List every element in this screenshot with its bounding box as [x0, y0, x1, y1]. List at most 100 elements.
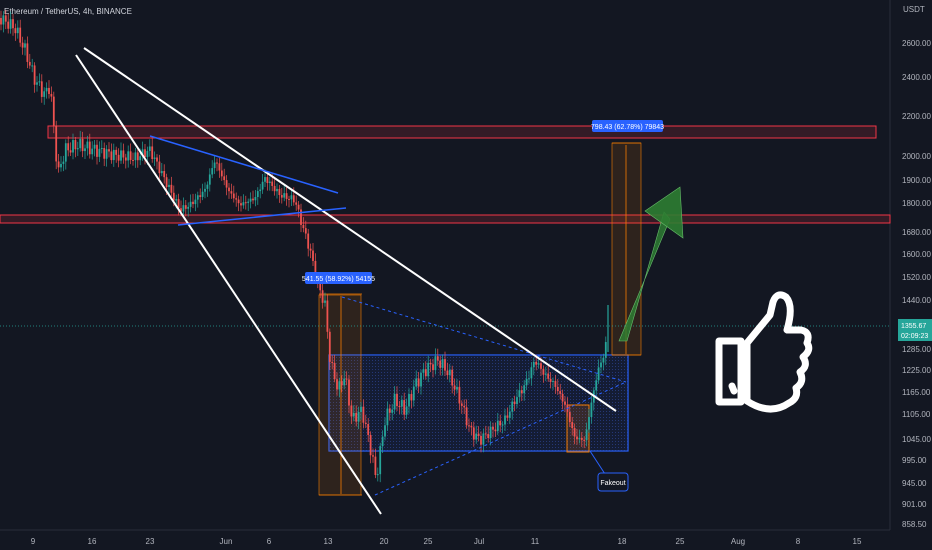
candle-body: [340, 381, 343, 386]
candle-body: [156, 157, 158, 162]
candle-body: [28, 61, 31, 66]
candle-body: [475, 433, 478, 440]
candle-body: [448, 369, 451, 376]
candle-body: [0, 18, 2, 25]
price-tick-label: 1900.00: [902, 176, 931, 185]
candle-body: [86, 141, 89, 149]
candle-body: [523, 385, 526, 394]
price-axis[interactable]: 2600.00 2400.00 2200.00 2000.00 1900.00 1800.…: [902, 39, 931, 529]
time-tick-label: 25: [424, 537, 433, 546]
pennant-lower-line: [177, 207, 347, 226]
candle-body: [115, 149, 118, 155]
resistance-zone-upper: [47, 125, 877, 139]
candle-body: [561, 393, 564, 402]
candle-body: [184, 205, 187, 209]
candle-body: [400, 400, 403, 407]
chart-symbol-title: Ethereum / TetherUS, 4h, BINANCE: [4, 7, 132, 16]
candle-body: [266, 177, 269, 184]
candle-body: [36, 82, 38, 85]
candle-body: [468, 425, 470, 427]
candle-body: [568, 412, 571, 423]
candle-body: [304, 228, 307, 234]
candle-body: [204, 188, 206, 192]
candle-body: [456, 386, 458, 390]
candle-body: [424, 369, 427, 377]
candle-body: [124, 157, 127, 161]
candle-body: [583, 439, 586, 441]
candle-body: [374, 456, 377, 475]
candle-body: [175, 199, 178, 201]
candle-body: [600, 362, 602, 368]
candle-body: [436, 356, 439, 361]
candle-body: [597, 367, 600, 381]
candle-body: [4, 15, 7, 22]
candle-body: [98, 148, 101, 157]
candle-body: [165, 177, 168, 188]
candle-body: [120, 150, 122, 161]
time-tick-label: Aug: [731, 537, 745, 546]
measure-left-box: [318, 294, 362, 496]
candle-body: [218, 163, 221, 171]
candle-body: [465, 407, 468, 426]
candle-body: [477, 433, 480, 436]
candle-body: [489, 426, 492, 439]
last-price-badge: 1355.67 02:09:23: [898, 319, 932, 341]
candle-body: [196, 195, 199, 200]
price-tick-label: 1045.00: [902, 435, 931, 444]
candle-body: [134, 152, 137, 161]
candle-body: [127, 151, 130, 161]
candle-body: [144, 149, 146, 158]
candle-body: [556, 386, 559, 392]
candle-body: [232, 193, 235, 199]
candle-body: [2, 15, 5, 25]
candle-body: [182, 205, 185, 212]
candle-body: [285, 193, 288, 199]
candle-body: [268, 181, 271, 184]
time-axis[interactable]: 9 16 23 Jun 6 13 20 25 Jul 11 18 25 Aug 8 15: [31, 537, 862, 546]
price-tick-label: 2000.00: [902, 152, 931, 161]
candle-body: [571, 422, 574, 429]
candle-body: [9, 19, 12, 29]
candle-body: [160, 171, 163, 174]
price-tick-label: 2400.00: [902, 73, 931, 82]
candlestick-series: [0, 10, 609, 483]
candle-body: [408, 394, 410, 407]
candle-body: [33, 65, 36, 85]
candle-body: [331, 361, 334, 363]
thumbs-up-icon: [715, 291, 813, 413]
candle-body: [288, 198, 290, 200]
candle-body: [384, 425, 386, 437]
candle-body: [55, 125, 58, 162]
candle-body: [432, 364, 434, 371]
candle-body: [91, 148, 94, 155]
price-tick-label: 2600.00: [902, 39, 931, 48]
candle-body: [264, 177, 266, 182]
candle-body: [201, 191, 204, 197]
price-tick-label: 1800.00: [902, 199, 931, 208]
candle-body: [7, 21, 10, 29]
candle-body: [276, 188, 278, 192]
candle-body: [148, 146, 151, 151]
candle-body: [506, 415, 509, 418]
candle-body: [43, 91, 46, 97]
candle-body: [588, 417, 590, 430]
candle-body: [244, 202, 247, 204]
candle-body: [552, 380, 554, 382]
candle-body: [151, 146, 154, 159]
candle-body: [381, 436, 384, 447]
candle-body: [292, 195, 295, 203]
candle-body: [487, 434, 490, 439]
candle-body: [338, 381, 341, 390]
candle-body: [309, 248, 312, 251]
candle-body: [559, 391, 562, 394]
candle-body: [67, 143, 70, 151]
time-tick-label: 18: [618, 537, 627, 546]
candle-body: [549, 378, 552, 382]
candle-body: [393, 393, 396, 410]
candle-body: [369, 434, 372, 456]
candle-body: [16, 27, 19, 34]
candle-body: [24, 43, 26, 48]
time-tick-label: Jul: [474, 537, 484, 546]
price-tick-label: 995.00: [902, 456, 927, 465]
